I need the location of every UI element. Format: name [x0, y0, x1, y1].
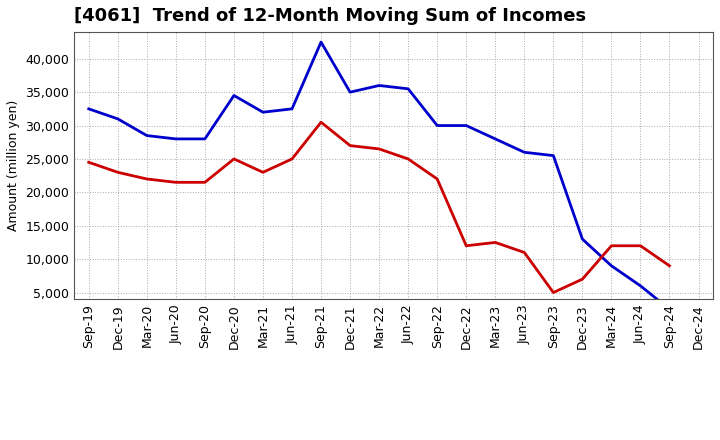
Ordinary Income — [288, 106, 297, 111]
Net Income — [288, 156, 297, 161]
Net Income — [258, 170, 267, 175]
Net Income — [317, 120, 325, 125]
Net Income — [171, 180, 180, 185]
Net Income — [346, 143, 354, 148]
Ordinary Income — [230, 93, 238, 98]
Ordinary Income — [491, 136, 500, 142]
Net Income — [520, 250, 528, 255]
Net Income — [404, 156, 413, 161]
Ordinary Income — [607, 263, 616, 268]
Net Income — [114, 170, 122, 175]
Ordinary Income — [84, 106, 93, 111]
Net Income — [578, 276, 587, 282]
Ordinary Income — [171, 136, 180, 142]
Ordinary Income — [143, 133, 151, 138]
Ordinary Income — [462, 123, 471, 128]
Ordinary Income — [520, 150, 528, 155]
Ordinary Income — [665, 307, 674, 312]
Ordinary Income — [636, 283, 645, 289]
Line: Ordinary Income: Ordinary Income — [89, 42, 670, 309]
Ordinary Income — [375, 83, 384, 88]
Net Income — [462, 243, 471, 249]
Net Income — [230, 156, 238, 161]
Y-axis label: Amount (million yen): Amount (million yen) — [7, 100, 20, 231]
Ordinary Income — [317, 40, 325, 45]
Net Income — [636, 243, 645, 249]
Net Income — [607, 243, 616, 249]
Text: [4061]  Trend of 12-Month Moving Sum of Incomes: [4061] Trend of 12-Month Moving Sum of I… — [74, 7, 586, 25]
Ordinary Income — [404, 86, 413, 92]
Net Income — [143, 176, 151, 182]
Ordinary Income — [549, 153, 558, 158]
Line: Net Income: Net Income — [89, 122, 670, 293]
Net Income — [375, 146, 384, 151]
Net Income — [84, 160, 93, 165]
Net Income — [549, 290, 558, 295]
Net Income — [201, 180, 210, 185]
Net Income — [665, 263, 674, 268]
Ordinary Income — [258, 110, 267, 115]
Net Income — [491, 240, 500, 245]
Ordinary Income — [346, 89, 354, 95]
Ordinary Income — [578, 236, 587, 242]
Net Income — [433, 176, 441, 182]
Ordinary Income — [433, 123, 441, 128]
Ordinary Income — [114, 116, 122, 121]
Ordinary Income — [201, 136, 210, 142]
